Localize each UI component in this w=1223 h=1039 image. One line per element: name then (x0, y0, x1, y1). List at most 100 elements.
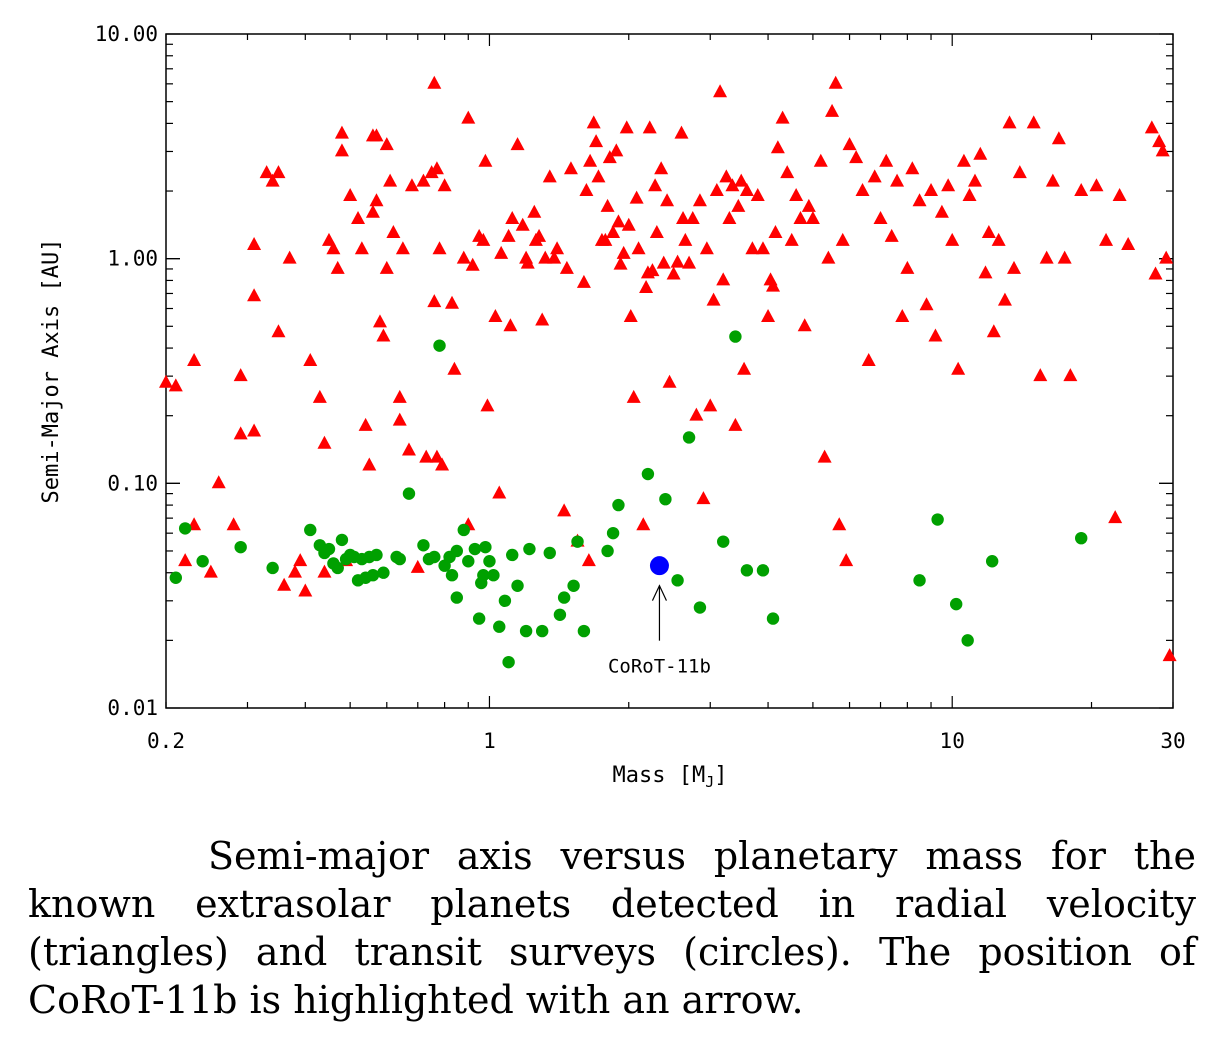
transit-point (331, 561, 344, 575)
radial-velocity-point (780, 165, 795, 179)
radial-velocity-point (666, 266, 681, 280)
radial-velocity-point (919, 297, 934, 311)
radial-velocity-point (287, 564, 302, 578)
radial-velocity-point (271, 324, 286, 338)
x-axis-title-end: ] (714, 763, 727, 788)
transit-point (335, 533, 349, 547)
radial-velocity-point (766, 278, 781, 292)
radial-velocity-point (527, 204, 542, 218)
transit-point (511, 579, 524, 592)
radial-velocity-point (1112, 187, 1127, 201)
radial-velocity-point (629, 190, 644, 204)
radial-velocity-point (600, 198, 615, 212)
radial-velocity-point (890, 173, 905, 187)
radial-velocity-point (1108, 510, 1123, 524)
transit-point (740, 564, 754, 577)
transit-point (468, 542, 482, 556)
x-axis-title: Mass [MJ] (613, 763, 728, 791)
x-axis-title-main: Mass [M (613, 763, 706, 788)
transit-point (961, 634, 974, 647)
transit-point (766, 612, 780, 625)
transit-point (322, 542, 336, 556)
radial-velocity-point (611, 214, 626, 228)
transit-point (450, 544, 463, 558)
radial-velocity-point (1089, 178, 1104, 192)
radial-velocity-point (842, 137, 857, 151)
radial-velocity-point (277, 577, 292, 591)
figure-caption: Semi-major axis versus planetary mass fo… (28, 834, 1196, 1022)
radial-velocity-point (437, 178, 452, 192)
transit-point (506, 548, 519, 562)
transit-point (479, 540, 492, 554)
radial-velocity-point (839, 553, 854, 567)
corot-11b-annotation: CoRoT-11b (608, 584, 711, 678)
radial-velocity-point (706, 292, 721, 306)
transit-point (493, 620, 506, 633)
radial-velocity-point (734, 173, 749, 187)
transit-point (450, 591, 463, 604)
radial-velocity-point (879, 153, 894, 167)
radial-velocity-point (728, 417, 743, 431)
radial-velocity-point (621, 217, 636, 231)
transit-point (487, 569, 500, 582)
transit-point (641, 467, 655, 481)
radial-velocity-point (559, 260, 574, 274)
radial-velocity-point (656, 255, 671, 269)
radial-velocity-point (334, 143, 349, 157)
radial-velocity-point (178, 553, 193, 567)
radial-velocity-point (515, 217, 530, 231)
y-axis-title: Semi-Major Axis [AU] (39, 239, 64, 504)
y-tick-label: 0.10 (107, 471, 158, 495)
transit-point (717, 535, 730, 548)
radial-velocity-point (576, 274, 591, 288)
radial-velocity-point (233, 426, 248, 440)
radial-velocity-point (685, 211, 700, 225)
radial-velocity-point (376, 328, 391, 342)
radial-velocity-point (813, 153, 828, 167)
radial-velocity-point (670, 254, 685, 268)
radial-velocity-point (805, 211, 820, 225)
radial-velocity-point (928, 328, 943, 342)
radial-velocity-point (692, 193, 707, 207)
radial-velocity-point (392, 412, 407, 426)
x-tick-label: 0.2 (147, 729, 185, 753)
radial-velocity-point (941, 178, 956, 192)
radial-velocity-point (962, 187, 977, 201)
radial-velocity-point (233, 368, 248, 382)
transit-point (472, 612, 486, 625)
radial-velocity-point (674, 125, 689, 139)
radial-velocity-point (365, 204, 380, 218)
radial-velocity-point (797, 318, 812, 332)
radial-velocity-point (492, 485, 507, 499)
transit-point (985, 555, 999, 568)
transit-point (417, 539, 430, 552)
transit-point (567, 579, 580, 592)
radial-velocity-point (905, 161, 920, 175)
radial-velocity-point (606, 225, 621, 239)
radial-velocity-point (934, 204, 949, 218)
transit-point (483, 555, 496, 568)
transit-point (931, 513, 944, 526)
radial-velocity-point (825, 103, 840, 117)
y-tick-label: 0.01 (107, 696, 158, 720)
radial-velocity-point (626, 389, 641, 403)
radial-velocity-point (326, 241, 341, 255)
radial-velocity-point (369, 128, 384, 142)
transit-point (659, 492, 672, 506)
transit-point (428, 550, 441, 564)
transit-point (377, 566, 390, 579)
radial-velocity-point (956, 153, 971, 167)
transit-point (462, 555, 475, 568)
radial-velocity-point (429, 161, 444, 175)
radial-velocity-point (631, 241, 646, 255)
radial-velocity-point (293, 553, 308, 567)
radial-velocity-point (392, 389, 407, 403)
radial-velocity-point (895, 308, 910, 322)
radial-velocity-point (386, 225, 401, 239)
radial-velocity-point (247, 288, 262, 302)
radial-velocity-point (557, 503, 572, 517)
radial-velocity-point (642, 120, 657, 134)
axis-tick-labels: 0.2 1 10 30 0.01 0.10 1.00 10.00 (95, 22, 1186, 753)
radial-velocity-point (563, 161, 578, 175)
radial-velocity-point (1159, 250, 1174, 264)
